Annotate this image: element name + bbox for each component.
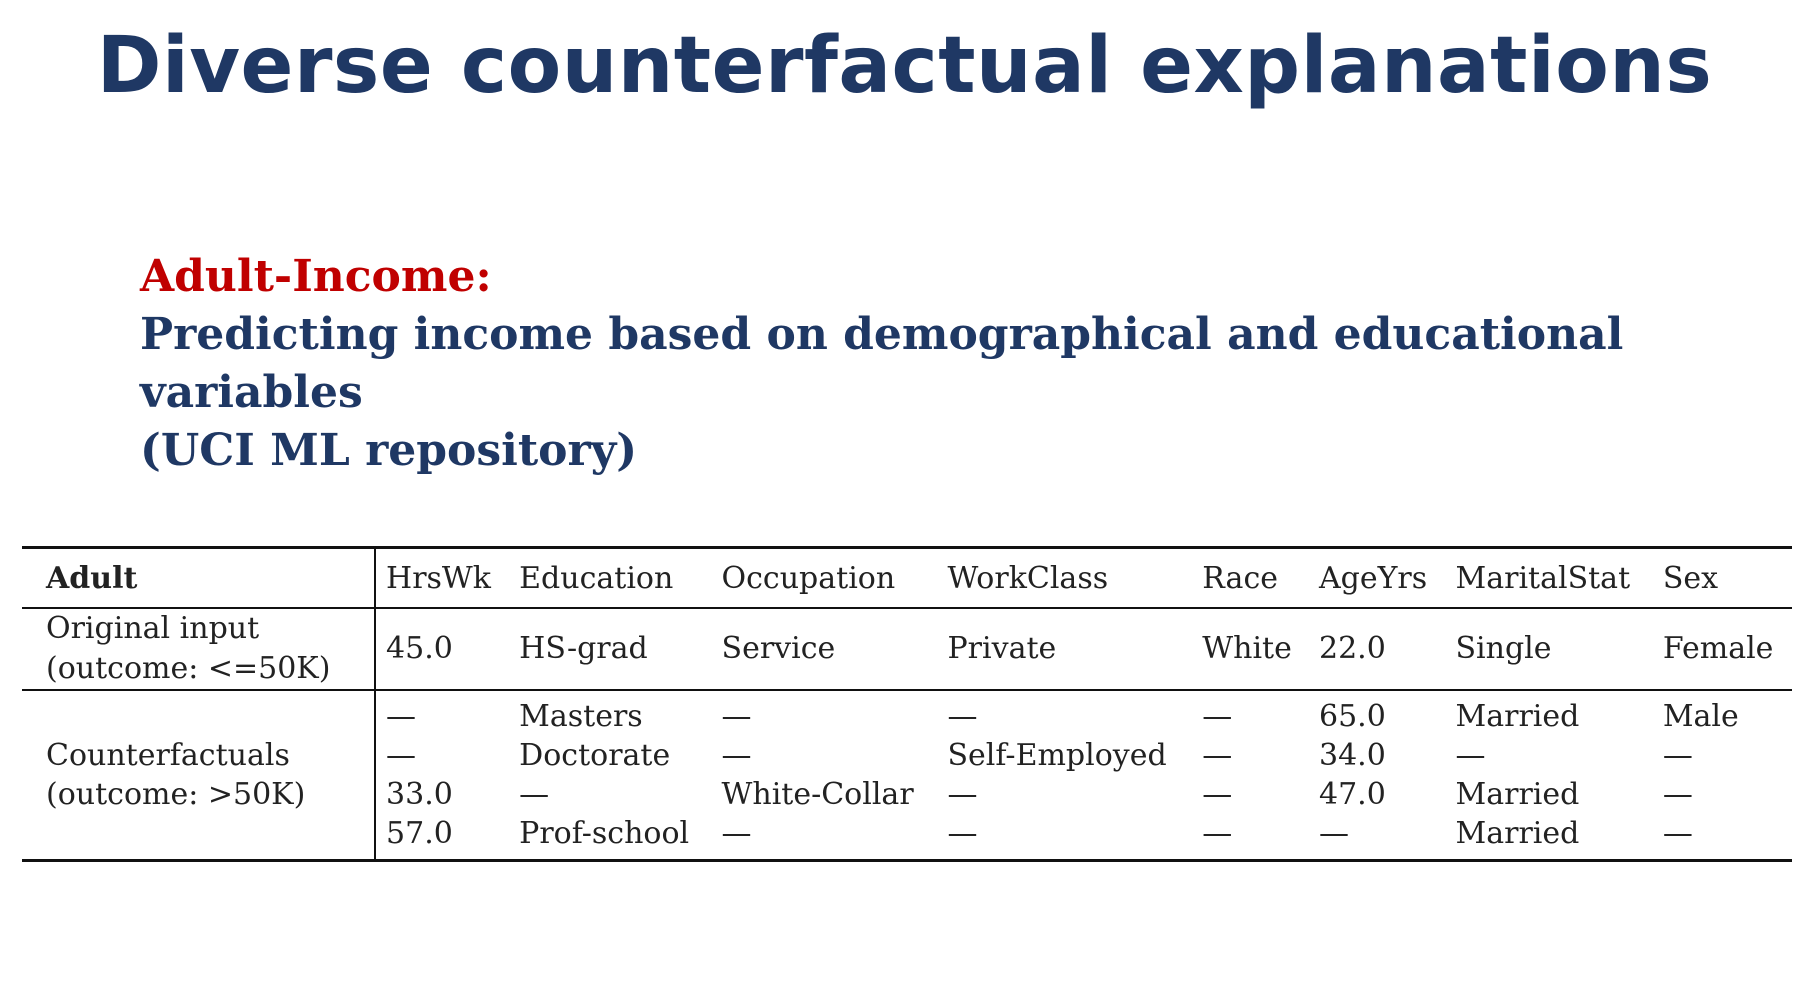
table-cell: Single [1445,608,1653,691]
header-race: Race [1192,547,1309,609]
table-cell: Female [1652,608,1792,691]
counterfactuals-label-line-1: Counterfactuals [46,738,290,773]
table-cell: — [947,777,978,812]
table-cell: — [721,699,752,734]
table-row: — Doctorate — Self-Employed — 34.0 — — [22,736,1792,775]
header-workclass: WorkClass [937,547,1193,609]
counterfactuals-label: Counterfactuals (outcome: >50K) [22,690,377,861]
table-cell: Male [1662,699,1739,734]
table-cell: — [386,738,417,773]
header-dataset-name: Adult [22,547,377,609]
table-row: 57.0 Prof-school — — — — Married — [22,814,1792,861]
description-line-2: (UCI ML repository) [140,425,638,476]
counterfactual-table-container: Adult HrsWk Education Occupation WorkCla… [22,546,1792,862]
table-cell: 47.0 [1318,777,1386,812]
table-cell: Doctorate [519,738,671,773]
table-cell: Married [1455,816,1580,851]
header-sex: Sex [1652,547,1792,609]
table-header-row: Adult HrsWk Education Occupation WorkCla… [22,547,1792,609]
table-cell: — [1662,777,1693,812]
table-cell: Self-Employed [947,738,1167,773]
table-cell: 57.0 [386,816,453,851]
table-cell: Married [1455,777,1580,812]
counterfactual-table: Adult HrsWk Education Occupation WorkCla… [22,546,1792,862]
header-maritalstat: MaritalStat [1445,547,1653,609]
table-cell: White-Collar [721,777,914,812]
table-cell: — [1455,738,1486,773]
table-row: Counterfactuals (outcome: >50K) — Master… [22,690,1792,861]
table-cell: — [386,699,417,734]
table-cell: — [1202,816,1233,851]
table-cell: — [721,816,752,851]
table-cell: HS-grad [509,608,712,691]
table-cell: 65.0 [1318,699,1386,734]
table-cell: Private [937,608,1193,691]
original-label-line-2: (outcome: <=50K) [46,651,331,686]
slide-title: Diverse counterfactual explanations [96,21,1713,111]
table-cell: Prof-school [519,816,690,851]
table-cell: Masters [519,699,643,734]
table-cell: — [1202,699,1233,734]
table-cell: — [519,777,550,812]
counterfactuals-label-line-2: (outcome: >50K) [46,777,306,812]
table-cell: Service [711,608,938,691]
table-cell: — [1202,738,1233,773]
header-ageyrs: AgeYrs [1308,547,1446,609]
header-hrswk: HrsWk [375,547,510,609]
table-cell: White [1192,608,1309,691]
table-cell: — [1202,777,1233,812]
table-cell: — [721,738,752,773]
table-row: 33.0 — White-Collar — — 47.0 Married — [22,775,1792,814]
table-cell: — [947,699,978,734]
table-cell: — [1662,738,1693,773]
table-cell: — [1662,816,1693,851]
table-cell: 34.0 [1318,738,1386,773]
table-cell: 33.0 [386,777,453,812]
original-label-line-1: Original input [46,611,260,646]
table-cell: 22.0 [1308,608,1446,691]
dataset-label: Adult-Income: [140,251,492,302]
table-cell: — [1318,816,1349,851]
original-input-label: Original input (outcome: <=50K) [22,608,377,691]
header-education: Education [509,547,712,609]
table-cell: 45.0 [375,608,510,691]
description-line-1: Predicting income based on demographical… [140,309,1624,418]
dataset-description: Adult-Income: Predicting income based on… [140,248,1760,480]
table-cell: — [947,816,978,851]
original-input-row: Original input (outcome: <=50K) 45.0 HS-… [22,608,1792,691]
table-cell: Married [1455,699,1580,734]
header-occupation: Occupation [711,547,938,609]
